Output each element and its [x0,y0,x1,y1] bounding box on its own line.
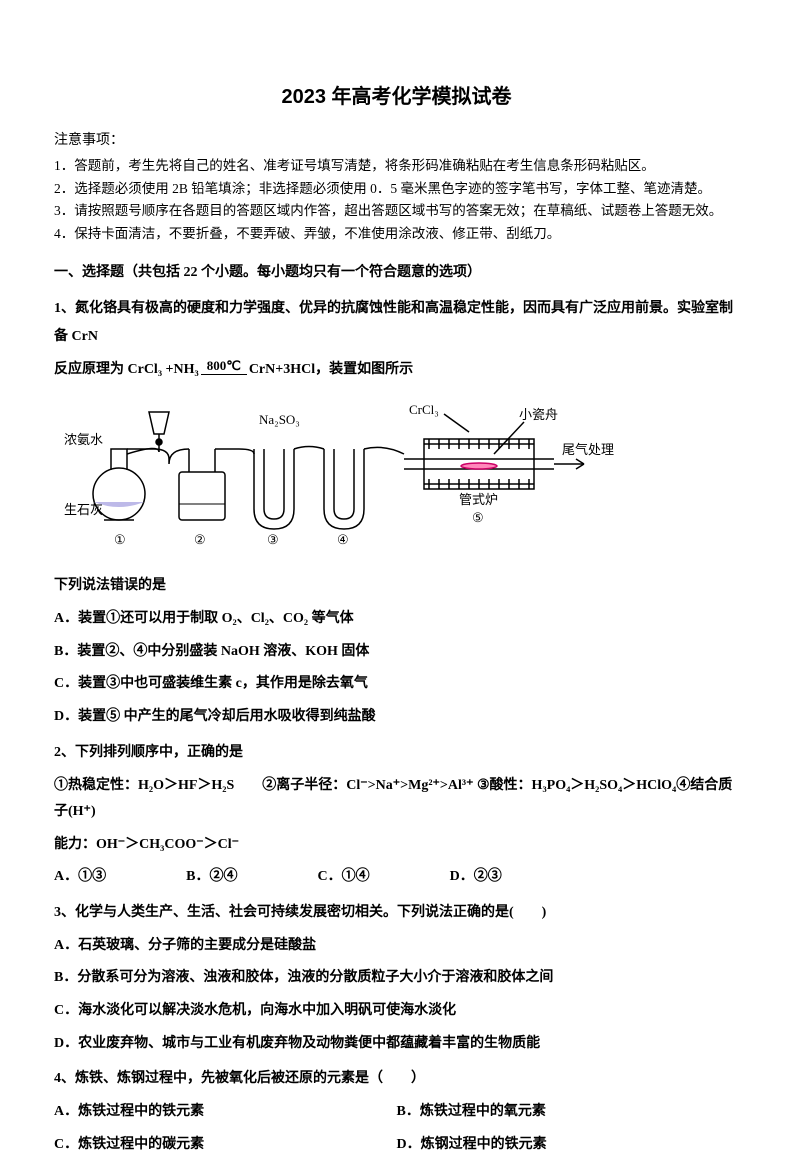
q1-diagram: 浓氨水 生石灰 Na₂SO₃ CrCl₃ 小瓷舟 管式炉 尾气处理 ① ② ③ … [64,394,739,565]
q2-line3: 能力：OH⁻＞CH₃COO⁻＞Cl⁻ [54,832,739,859]
q1-option-c: C．装置③中也可盛装维生素 c，其作用是除去氧气 [54,671,739,698]
instruction-3: 3．请按照题号顺序在各题目的答题区域内作答，超出答题区域书写的答案无效；在草稿纸… [54,200,739,223]
q2-option-a: A．①③ [54,864,106,891]
q3-option-d: D．农业废弃物、城市与工业有机废弃物及动物粪便中都蕴藏着丰富的生物质能 [54,1031,739,1058]
label-ammonia: 浓氨水 [64,432,103,447]
q1-stem: 1、氮化铬具有极高的硬度和力学强度、优异的抗腐蚀性能和高温稳定性能，因而具有广泛… [54,295,739,351]
instruction-4: 4．保持卡面清洁，不要折叠，不要弄破、弄皱，不准使用涂改液、修正带、刮纸刀。 [54,223,739,246]
instruction-2: 2．选择题必须使用 2B 铅笔填涂；非选择题必须使用 0．5 毫米黑色字迹的签字… [54,178,739,201]
label-tail: 尾气处理 [562,442,614,457]
q3-option-a: A．石英玻璃、分子筛的主要成分是硅酸盐 [54,933,739,960]
q2-option-b: B．②④ [186,864,237,891]
q1-option-b: B．装置②、④中分别盛装 NaOH 溶液、KOH 固体 [54,639,739,666]
q4-options-row2: C．炼铁过程中的碳元素 D．炼钢过程中的铁元素 [54,1132,739,1158]
label-lime: 生石灰 [64,502,103,517]
label-na2so3: Na₂SO₃ [259,412,300,427]
q2-options: A．①③ B．②④ C．①④ D．②③ [54,864,739,891]
q4-stem: 4、炼铁、炼钢过程中，先被氧化后被还原的元素是（ ） [54,1065,739,1093]
label-c1: ① [114,532,126,547]
section-1-header: 一、选择题（共包括 22 个小题。每小题均只有一个符合题意的选项） [54,260,739,287]
label-boat: 小瓷舟 [519,407,558,422]
instructions-label: 注意事项： [54,128,739,155]
instruction-1: 1．答题前，考生先将自己的姓名、准考证号填写清楚，将条形码准确粘贴在考生信息条形… [54,155,739,178]
q1-reaction: 反应原理为 CrCl₃ +NH₃ 800℃ CrN+3HCl，装置如图所示 [54,357,739,384]
q1-reaction-suffix: CrN+3HCl，装置如图所示 [249,357,413,384]
label-c3: ③ [267,532,279,547]
q2-option-c: C．①④ [317,864,369,891]
label-c5: ⑤ [472,510,484,525]
q1-option-a: A．装置①还可以用于制取 O₂、Cl₂、CO₂ 等气体 [54,606,739,633]
q3-option-b: B．分散系可分为溶液、浊液和胶体，浊液的分散质粒子大小介于溶液和胶体之间 [54,965,739,992]
q2-stem: 2、下列排列顺序中，正确的是 [54,739,739,767]
q1-reaction-prefix: 反应原理为 CrCl₃ +NH₃ [54,357,199,384]
label-crcl3: CrCl₃ [409,402,439,417]
reaction-temp: 800℃ [201,359,247,375]
label-c2: ② [194,532,206,547]
q3-stem: 3、化学与人类生产、生活、社会可持续发展密切相关。下列说法正确的是( ) [54,899,739,927]
q2-line2: ①热稳定性：H₂O＞HF＞H₂S ②离子半径：Cl⁻>Na⁺>Mg²⁺>Al³⁺… [54,773,739,826]
label-furnace: 管式炉 [459,492,498,507]
q3-option-c: C．海水淡化可以解决淡水危机，向海水中加入明矾可使海水淡化 [54,998,739,1025]
label-c4: ④ [337,532,349,547]
q4-option-d: D．炼钢过程中的铁元素 [397,1132,740,1158]
reaction-arrow: 800℃ [201,359,247,381]
apparatus-diagram: 浓氨水 生石灰 Na₂SO₃ CrCl₃ 小瓷舟 管式炉 尾气处理 ① ② ③ … [64,394,624,554]
q1-option-d: D．装置⑤ 中产生的尾气冷却后用水吸收得到纯盐酸 [54,704,739,731]
q2-option-d: D．②③ [450,864,502,891]
q1-prompt: 下列说法错误的是 [54,572,739,600]
q4-option-c: C．炼铁过程中的碳元素 [54,1132,397,1158]
page-title: 2023 年高考化学模拟试卷 [54,78,739,116]
